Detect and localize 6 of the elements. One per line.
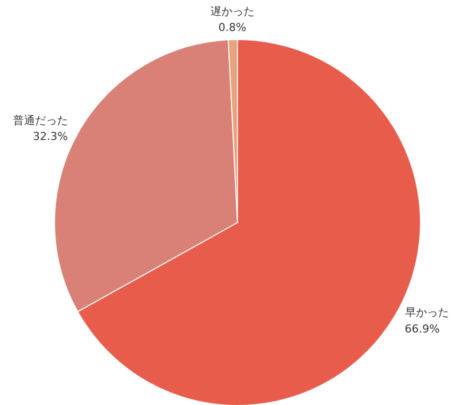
slice-label: 普通だった: [12, 114, 68, 127]
data-label: 66.9%: [404, 322, 440, 336]
data-label: 32.3%: [32, 130, 68, 144]
slice-label: 遅かった: [210, 4, 254, 18]
slice-label: 早かった: [404, 306, 449, 320]
data-label: 0.8%: [218, 21, 246, 34]
